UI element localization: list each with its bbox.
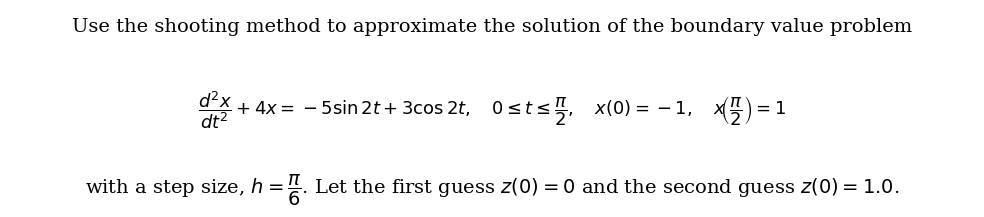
Text: $\dfrac{d^2x}{dt^2} + 4x = -5\sin 2t + 3\cos 2t, \quad 0 \leq t \leq \dfrac{\pi}: $\dfrac{d^2x}{dt^2} + 4x = -5\sin 2t + 3… — [198, 89, 786, 131]
Text: with a step size, $h = \dfrac{\pi}{6}$. Let the first guess $z(0) = 0$ and the s: with a step size, $h = \dfrac{\pi}{6}$. … — [85, 173, 899, 208]
Text: Use the shooting method to approximate the solution of the boundary value proble: Use the shooting method to approximate t… — [72, 18, 912, 36]
